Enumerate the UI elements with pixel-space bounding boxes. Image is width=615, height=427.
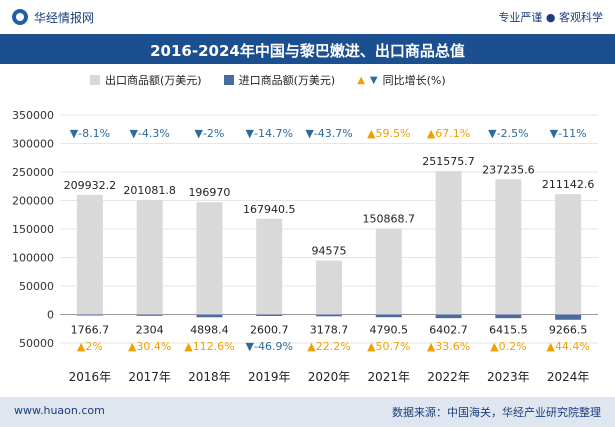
export-value-label: 211142.6 — [542, 178, 595, 191]
export-bar — [435, 171, 462, 315]
y-tick-label: 250000 — [12, 166, 54, 179]
x-tick-label: 2020年 — [308, 370, 351, 384]
up-triangle-icon: ▲ — [357, 74, 365, 86]
website-link[interactable]: www.huaon.com — [14, 404, 105, 417]
x-tick-label: 2016年 — [69, 370, 112, 384]
import-growth-label: ▲112.6% — [184, 340, 234, 353]
export-bar — [495, 179, 522, 315]
data-source: 数据来源：中国海关，华经产业研究院整理 — [392, 406, 601, 419]
x-tick-label: 2021年 — [368, 370, 411, 384]
import-growth-label: ▲44.4% — [546, 340, 589, 353]
brand-name: 华经情报网 — [34, 10, 95, 25]
import-bar — [316, 314, 342, 317]
down-triangle-icon: ▼ — [369, 74, 378, 86]
legend-label-import: 进口商品额(万美元) — [238, 74, 336, 87]
export-growth-label: ▲67.1% — [427, 127, 470, 140]
export-value-label: 150868.7 — [363, 213, 416, 226]
import-bar — [256, 314, 283, 316]
export-value-label: 209932.2 — [64, 179, 117, 192]
import-growth-label: ▲33.6% — [427, 340, 470, 353]
export-growth-label: ▼-2% — [194, 127, 224, 140]
export-value-label: 196970 — [188, 186, 230, 199]
y-tick-label: 300000 — [12, 138, 54, 151]
import-swatch — [223, 75, 234, 85]
x-tick-label: 2017年 — [128, 370, 171, 384]
title-band: 2016-2024年中国与黎巴嫩进、出口商品总值 — [0, 34, 615, 64]
export-bar — [256, 218, 283, 315]
footer: www.huaon.com 数据来源：中国海关，华经产业研究院整理 — [0, 397, 615, 427]
import-growth-label: ▲2% — [77, 340, 103, 353]
import-value-label: 9266.5 — [549, 324, 588, 337]
legend-item-import: 进口商品额(万美元) — [223, 72, 336, 88]
legend-label-export: 出口商品额(万美元) — [105, 74, 202, 87]
y-tick-label: 150000 — [12, 223, 54, 236]
huajing-logo-icon — [12, 9, 28, 25]
export-bar — [555, 194, 582, 315]
import-bar — [76, 314, 103, 316]
tagline: 专业严谨 ● 客观科学 — [498, 11, 603, 24]
x-tick-label: 2023年 — [487, 370, 530, 384]
import-value-label: 2600.7 — [250, 324, 289, 337]
import-value-label: 4790.5 — [370, 324, 409, 337]
chart-title: 2016-2024年中国与黎巴嫩进、出口商品总值 — [150, 42, 465, 60]
import-bar — [196, 314, 223, 318]
import-value-label: 4898.4 — [190, 324, 229, 337]
import-growth-label: ▼-46.9% — [246, 340, 293, 353]
import-growth-label: ▲50.7% — [367, 340, 410, 353]
y-tick-label: 50000 — [19, 337, 54, 350]
export-growth-label: ▼-14.7% — [246, 127, 293, 140]
export-bar — [316, 260, 342, 315]
export-value-label: 251575.7 — [422, 155, 475, 168]
import-bar — [136, 314, 163, 316]
export-bar — [76, 194, 103, 315]
y-tick-label: 50000 — [19, 280, 54, 293]
export-bar — [375, 228, 402, 315]
y-tick-label: 200000 — [12, 195, 54, 208]
import-value-label: 1766.7 — [71, 324, 110, 337]
x-tick-label: 2018年 — [188, 370, 231, 384]
import-bar — [555, 314, 582, 320]
top-bar: 华经情报网 专业严谨 ● 客观科学 — [0, 0, 615, 34]
export-value-label: 201081.8 — [123, 184, 176, 197]
export-growth-label: ▲59.5% — [367, 127, 410, 140]
import-value-label: 6402.7 — [429, 324, 468, 337]
export-growth-label: ▼-43.7% — [305, 127, 352, 140]
export-swatch — [90, 75, 100, 85]
import-value-label: 2304 — [136, 324, 164, 337]
y-tick-label: 100000 — [12, 252, 54, 265]
import-growth-label: ▲30.4% — [128, 340, 171, 353]
export-growth-label: ▼-11% — [550, 127, 587, 140]
x-tick-label: 2024年 — [547, 370, 590, 384]
chart-plot: 50000 0 50000 100000 150000 200000 250000 30000… — [12, 109, 598, 384]
y-tick-label: 0 — [47, 309, 54, 322]
export-value-label: 167940.5 — [243, 203, 296, 216]
import-bar — [375, 314, 402, 318]
brand: 华经情报网 — [12, 8, 94, 26]
import-value-label: 3178.7 — [310, 324, 349, 337]
import-growth-label: ▲22.2% — [307, 340, 350, 353]
export-growth-label: ▼-8.1% — [70, 127, 110, 140]
legend-item-growth: ▲ ▼ 同比增长(%) — [357, 72, 445, 88]
x-tick-label: 2019年 — [248, 370, 291, 384]
export-growth-label: ▼-4.3% — [129, 127, 169, 140]
export-value-label: 237235.6 — [482, 163, 535, 176]
legend-label-growth: 同比增长(%) — [382, 74, 446, 87]
legend: 出口商品额(万美元) 进口商品额(万美元) ▲ ▼ 同比增长(%) — [90, 72, 446, 88]
y-tick-label: 350000 — [12, 109, 54, 122]
export-bar — [196, 202, 223, 315]
import-bar — [435, 314, 462, 319]
export-growth-label: ▼-2.5% — [488, 127, 528, 140]
export-value-label: 94575 — [312, 245, 347, 258]
legend-item-export: 出口商品额(万美元) — [90, 72, 202, 88]
import-bar — [495, 314, 522, 319]
import-growth-label: ▲0.2% — [490, 340, 526, 353]
x-tick-label: 2022年 — [427, 370, 470, 384]
export-bar — [136, 199, 163, 315]
import-value-label: 6415.5 — [489, 324, 528, 337]
